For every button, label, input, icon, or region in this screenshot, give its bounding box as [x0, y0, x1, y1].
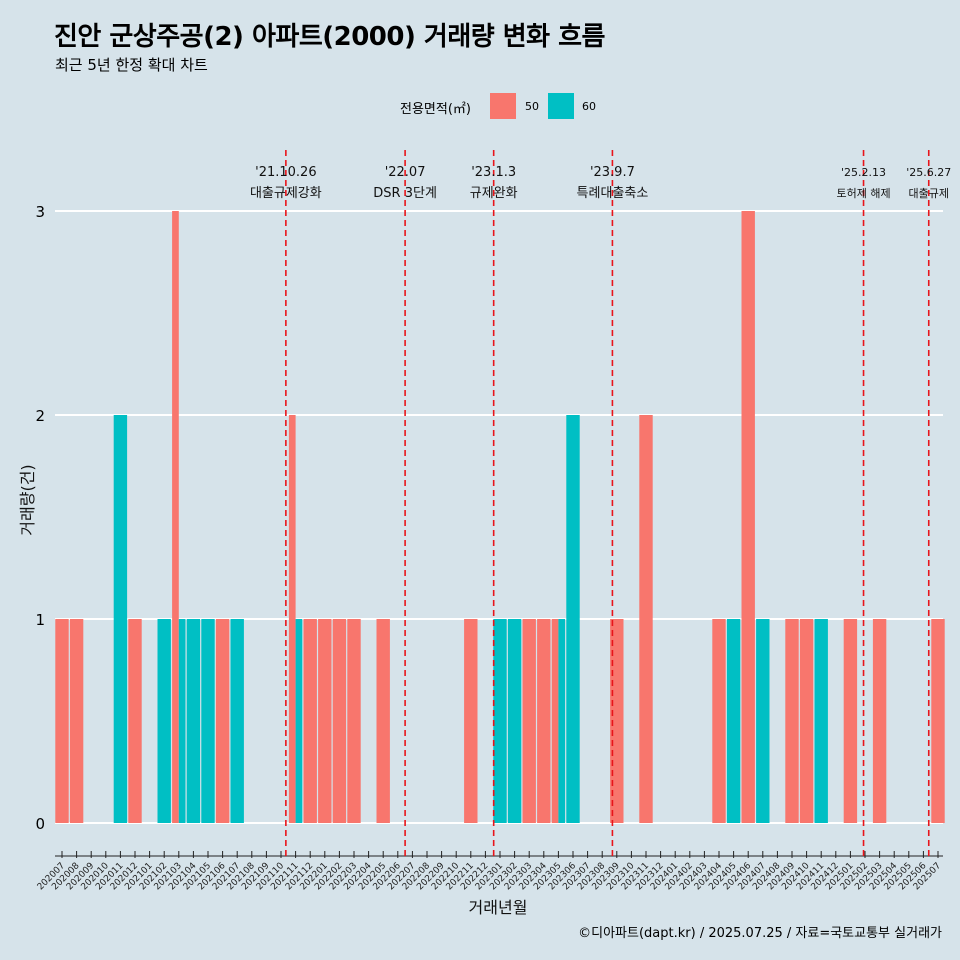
- bar-60: [493, 619, 507, 823]
- bar-50: [712, 619, 726, 823]
- bar-50: [332, 619, 347, 823]
- event-date-label: '23.9.7: [590, 165, 635, 180]
- bar-60: [186, 619, 201, 823]
- bar-50: [376, 619, 390, 823]
- bar-60: [230, 619, 244, 823]
- legend-swatch-60: [548, 93, 574, 119]
- event-description-label: 규제완화: [470, 186, 518, 201]
- bar-60: [566, 415, 580, 823]
- source-caption: ©디아파트(dapt.kr) / 2025.07.25 / 자료=국토교통부 실…: [578, 926, 942, 941]
- bar-60: [814, 619, 828, 823]
- bar-50: [303, 619, 317, 823]
- bar-50: [464, 619, 478, 823]
- bar-50: [799, 619, 814, 823]
- bar-60: [756, 619, 770, 823]
- bar-50: [288, 415, 296, 823]
- event-description-label: 대출규제: [909, 187, 949, 200]
- bar-50: [741, 211, 755, 823]
- legend: 전용면적(㎡) 50 60: [0, 92, 960, 122]
- bar-60: [178, 619, 186, 823]
- bar-50: [522, 619, 536, 823]
- y-tick-label: 1: [35, 611, 45, 629]
- x-axis-title: 거래년월: [469, 898, 528, 917]
- event-description-label: 특례대출축소: [577, 186, 649, 201]
- bar-60: [507, 619, 522, 823]
- bar-50: [347, 619, 361, 823]
- bar-50: [55, 619, 69, 823]
- bar-50: [537, 619, 551, 823]
- event-description-label: 대출규제강화: [250, 186, 322, 201]
- bar-60: [726, 619, 741, 823]
- legend-swatch-50: [490, 93, 516, 119]
- event-description-label: 토허제 해제: [836, 186, 890, 200]
- legend-label-60: 60: [582, 100, 596, 113]
- event-description-label: DSR 3단계: [373, 186, 437, 201]
- bar-60: [295, 619, 303, 823]
- chart-subtitle: 최근 5년 한정 확대 차트: [55, 56, 208, 74]
- y-axis-title: 거래량(건): [18, 464, 37, 535]
- bar-50: [172, 211, 179, 823]
- bar-50: [872, 619, 887, 823]
- event-date-label: '25.6.27: [906, 166, 951, 179]
- bar-50: [128, 619, 142, 823]
- y-tick-label: 2: [35, 407, 45, 425]
- bar-50: [215, 619, 230, 823]
- bar-50: [318, 619, 332, 823]
- bar-60: [558, 619, 566, 823]
- bar-50: [639, 415, 653, 823]
- chart-title: 진안 군상주공(2) 아파트(2000) 거래량 변화 흐름: [54, 22, 605, 52]
- bar-60: [113, 415, 128, 823]
- legend-title: 전용면적(㎡): [400, 102, 471, 117]
- bar-60: [157, 619, 171, 823]
- y-tick-label: 3: [35, 203, 45, 221]
- y-tick-label: 0: [35, 815, 45, 833]
- bar-60: [201, 619, 215, 823]
- bar-50: [843, 619, 858, 823]
- event-date-label: '23.1.3: [471, 165, 516, 180]
- bar-50: [551, 619, 559, 823]
- bar-50: [785, 619, 799, 823]
- bar-50: [931, 619, 945, 823]
- event-date-label: '25.2.13: [841, 166, 886, 179]
- bar-50: [610, 619, 624, 823]
- event-date-label: '22.07: [385, 165, 426, 180]
- event-date-label: '21.10.26: [255, 165, 316, 180]
- legend-label-50: 50: [525, 100, 539, 113]
- bar-50: [69, 619, 84, 823]
